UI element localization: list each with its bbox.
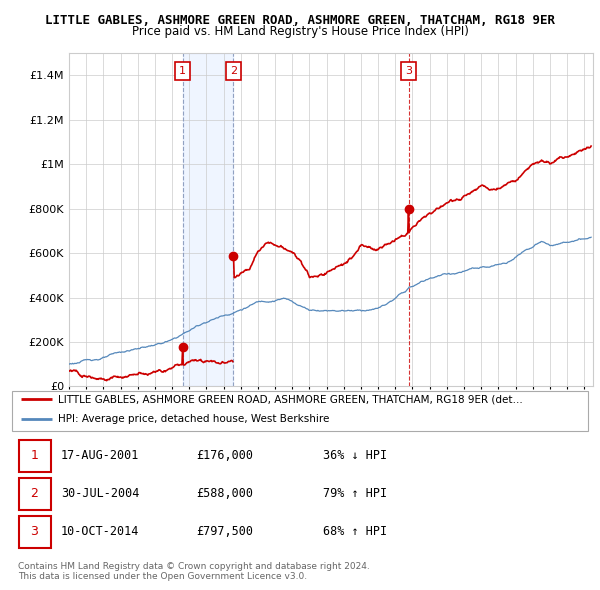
- Bar: [183, 53, 233, 386]
- Text: £588,000: £588,000: [196, 487, 253, 500]
- Text: 36% ↓ HPI: 36% ↓ HPI: [323, 450, 387, 463]
- FancyBboxPatch shape: [19, 440, 50, 472]
- Text: 3: 3: [405, 66, 412, 76]
- Text: HPI: Average price, detached house, West Berkshire: HPI: Average price, detached house, West…: [58, 414, 329, 424]
- Text: Contains HM Land Registry data © Crown copyright and database right 2024.
This d: Contains HM Land Registry data © Crown c…: [18, 562, 370, 581]
- FancyBboxPatch shape: [19, 516, 50, 548]
- Text: £797,500: £797,500: [196, 526, 253, 539]
- Text: £176,000: £176,000: [196, 450, 253, 463]
- FancyBboxPatch shape: [12, 391, 588, 431]
- Text: 68% ↑ HPI: 68% ↑ HPI: [323, 526, 387, 539]
- Text: 10-OCT-2014: 10-OCT-2014: [61, 526, 139, 539]
- Text: LITTLE GABLES, ASHMORE GREEN ROAD, ASHMORE GREEN, THATCHAM, RG18 9ER (det…: LITTLE GABLES, ASHMORE GREEN ROAD, ASHMO…: [58, 394, 523, 404]
- Text: 1: 1: [31, 450, 38, 463]
- Text: 1: 1: [179, 66, 186, 76]
- FancyBboxPatch shape: [19, 478, 50, 510]
- Text: 3: 3: [31, 526, 38, 539]
- Text: 30-JUL-2004: 30-JUL-2004: [61, 487, 139, 500]
- Text: 2: 2: [230, 66, 237, 76]
- Text: 2: 2: [31, 487, 38, 500]
- Text: LITTLE GABLES, ASHMORE GREEN ROAD, ASHMORE GREEN, THATCHAM, RG18 9ER: LITTLE GABLES, ASHMORE GREEN ROAD, ASHMO…: [45, 14, 555, 27]
- Text: Price paid vs. HM Land Registry's House Price Index (HPI): Price paid vs. HM Land Registry's House …: [131, 25, 469, 38]
- Text: 79% ↑ HPI: 79% ↑ HPI: [323, 487, 387, 500]
- Text: 17-AUG-2001: 17-AUG-2001: [61, 450, 139, 463]
